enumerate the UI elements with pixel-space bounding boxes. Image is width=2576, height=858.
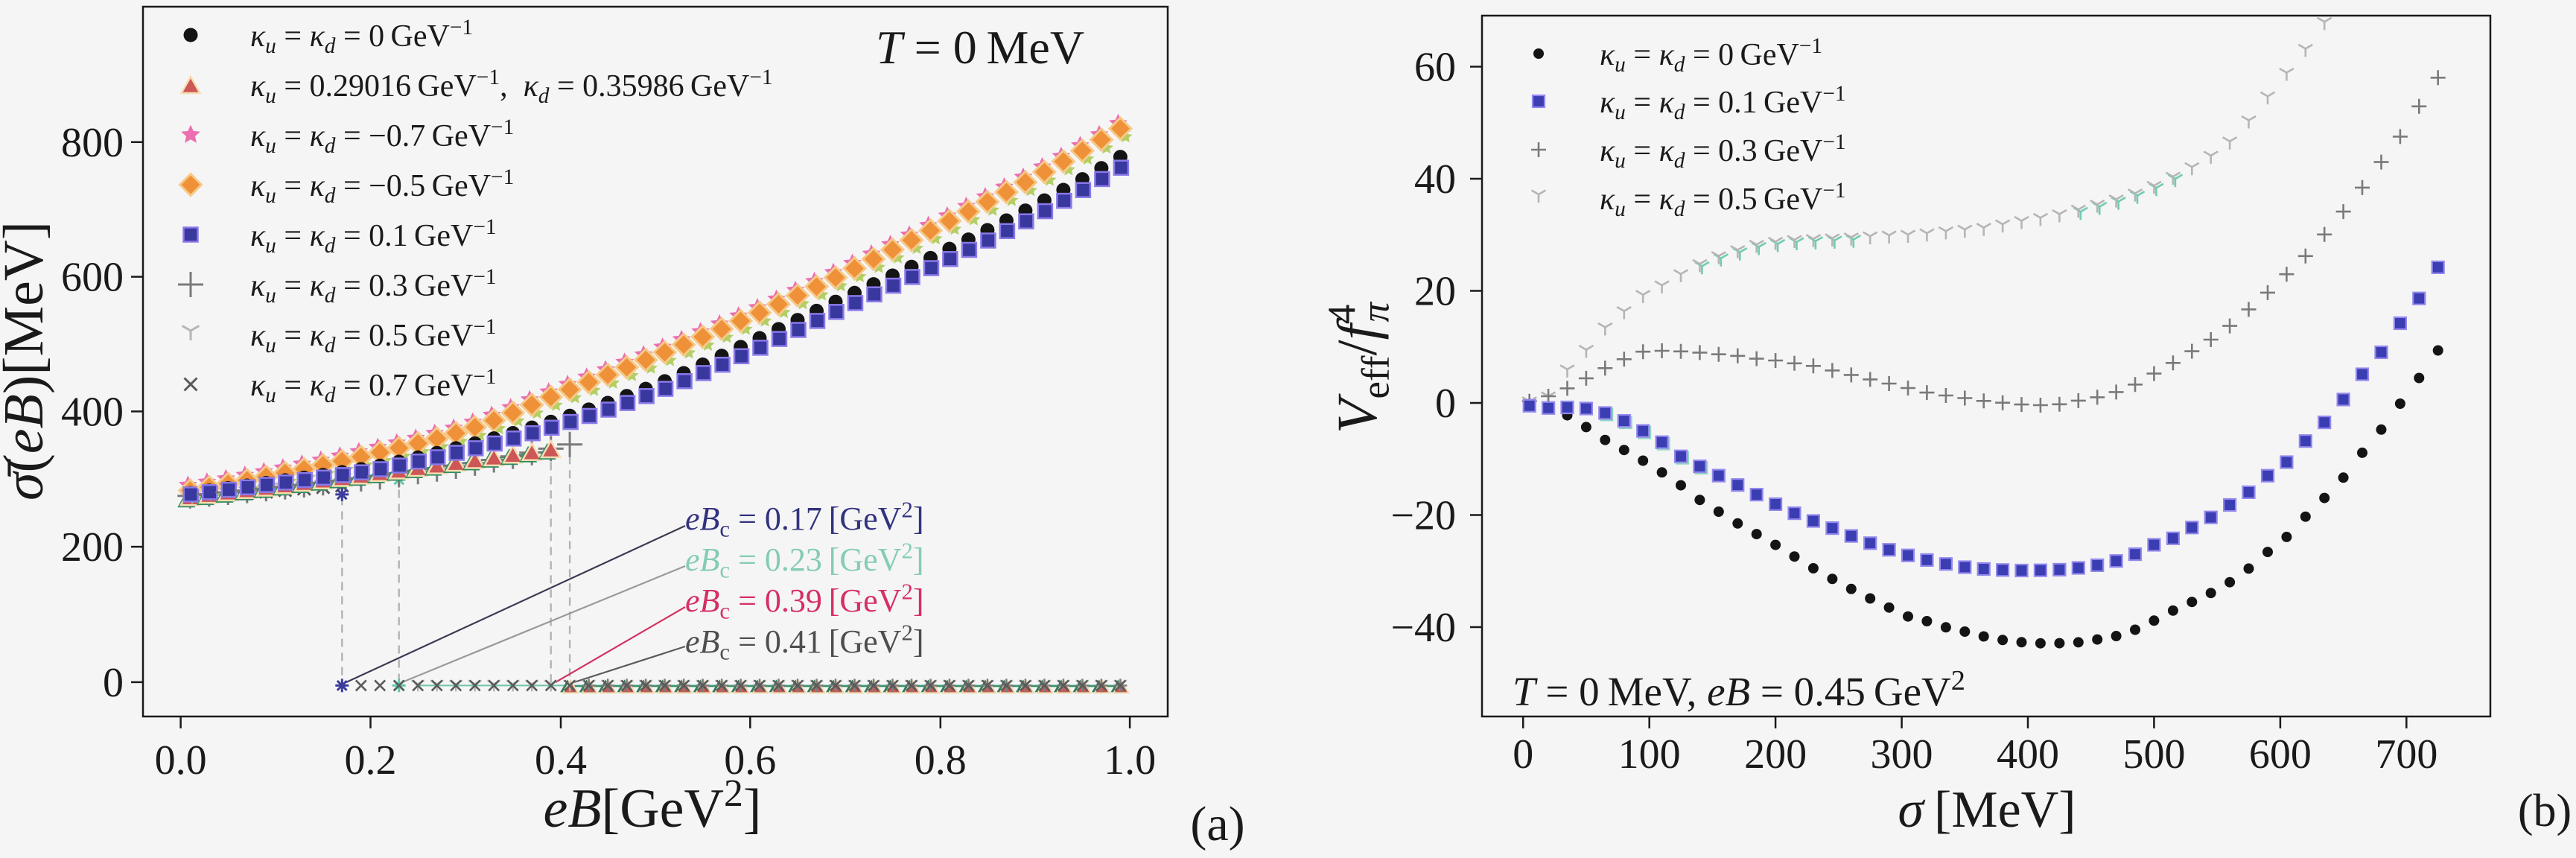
svg-text:κu = κd = 0 GeV−1: κu = κd = 0 GeV−1 bbox=[1600, 34, 1822, 77]
svg-text:eBc = 0.39 [GeV2]: eBc = 0.39 [GeV2] bbox=[685, 579, 924, 623]
svg-text:400: 400 bbox=[61, 389, 124, 435]
svg-text:0.6: 0.6 bbox=[724, 737, 776, 784]
svg-text:0.8: 0.8 bbox=[915, 737, 967, 784]
svg-text:κu = 0.29016 GeV−1, κd = 0.359: κu = 0.29016 GeV−1, κd = 0.35986 GeV−1 bbox=[250, 66, 773, 108]
svg-text:κu = κd = 0.7 GeV−1: κu = κd = 0.7 GeV−1 bbox=[250, 365, 497, 407]
svg-text:eBc = 0.41 [GeV2]: eBc = 0.41 [GeV2] bbox=[685, 620, 924, 664]
svg-text:1.0: 1.0 bbox=[1104, 737, 1156, 784]
svg-text:200: 200 bbox=[61, 524, 124, 571]
svg-text:20: 20 bbox=[1414, 269, 1456, 315]
svg-text:(a): (a) bbox=[1190, 797, 1244, 851]
svg-text:60: 60 bbox=[1414, 45, 1456, 91]
svg-text:−40: −40 bbox=[1390, 605, 1456, 651]
svg-text:700: 700 bbox=[2375, 731, 2437, 778]
svg-text:κu = κd = 0.3 GeV−1: κu = κd = 0.3 GeV−1 bbox=[1600, 130, 1846, 173]
svg-text:κu = κd = 0.1 GeV−1: κu = κd = 0.1 GeV−1 bbox=[250, 215, 497, 258]
svg-text:0.4: 0.4 bbox=[535, 737, 587, 784]
svg-text:κu = κd = 0.1 GeV−1: κu = κd = 0.1 GeV−1 bbox=[1600, 82, 1846, 124]
svg-text:0: 0 bbox=[1513, 731, 1533, 778]
svg-text:600: 600 bbox=[2249, 731, 2312, 778]
svg-text:κu = κd = 0.5 GeV−1: κu = κd = 0.5 GeV−1 bbox=[1600, 179, 1846, 221]
svg-text:400: 400 bbox=[1997, 731, 2059, 778]
svg-text:500: 500 bbox=[2122, 731, 2185, 778]
svg-text:T = 0 MeV, eB = 0.45 GeV2: T = 0 MeV, eB = 0.45 GeV2 bbox=[1513, 665, 1965, 714]
svg-text:κu = κd = 0.5 GeV−1: κu = κd = 0.5 GeV−1 bbox=[250, 315, 497, 358]
svg-text:eBc = 0.17 [GeV2]: eBc = 0.17 [GeV2] bbox=[685, 497, 924, 541]
svg-text:eBc = 0.23 [GeV2]: eBc = 0.23 [GeV2] bbox=[685, 538, 924, 582]
svg-text:0.0: 0.0 bbox=[155, 737, 207, 784]
svg-text:κu = κd = −0.7 GeV−1: κu = κd = −0.7 GeV−1 bbox=[250, 115, 514, 158]
svg-text:σ̄(eB)[MeV]: σ̄(eB)[MeV] bbox=[0, 221, 55, 500]
svg-text:Veff/f4π: Veff/f4π bbox=[1320, 302, 1398, 433]
svg-text:600: 600 bbox=[61, 255, 124, 301]
svg-text:κu = κd = −0.5 GeV−1: κu = κd = −0.5 GeV−1 bbox=[250, 165, 514, 208]
svg-text:300: 300 bbox=[1871, 731, 1933, 778]
svg-text:200: 200 bbox=[1744, 731, 1807, 778]
svg-text:(b): (b) bbox=[2518, 786, 2572, 836]
svg-text:800: 800 bbox=[61, 120, 124, 166]
svg-text:−20: −20 bbox=[1390, 493, 1456, 539]
svg-text:T = 0 MeV: T = 0 MeV bbox=[876, 21, 1084, 74]
svg-text:100: 100 bbox=[1618, 731, 1681, 778]
svg-text:eB[GeV2]: eB[GeV2] bbox=[544, 772, 762, 839]
svg-text:0: 0 bbox=[1435, 381, 1456, 427]
svg-text:40: 40 bbox=[1414, 156, 1456, 203]
svg-text:0: 0 bbox=[103, 660, 124, 706]
svg-text:0.2: 0.2 bbox=[345, 737, 397, 784]
svg-text:σ [MeV]: σ [MeV] bbox=[1898, 781, 2076, 839]
svg-text:κu = κd = 0.3 GeV−1: κu = κd = 0.3 GeV−1 bbox=[250, 265, 497, 308]
svg-text:κu = κd = 0 GeV−1: κu = κd = 0 GeV−1 bbox=[250, 16, 473, 58]
